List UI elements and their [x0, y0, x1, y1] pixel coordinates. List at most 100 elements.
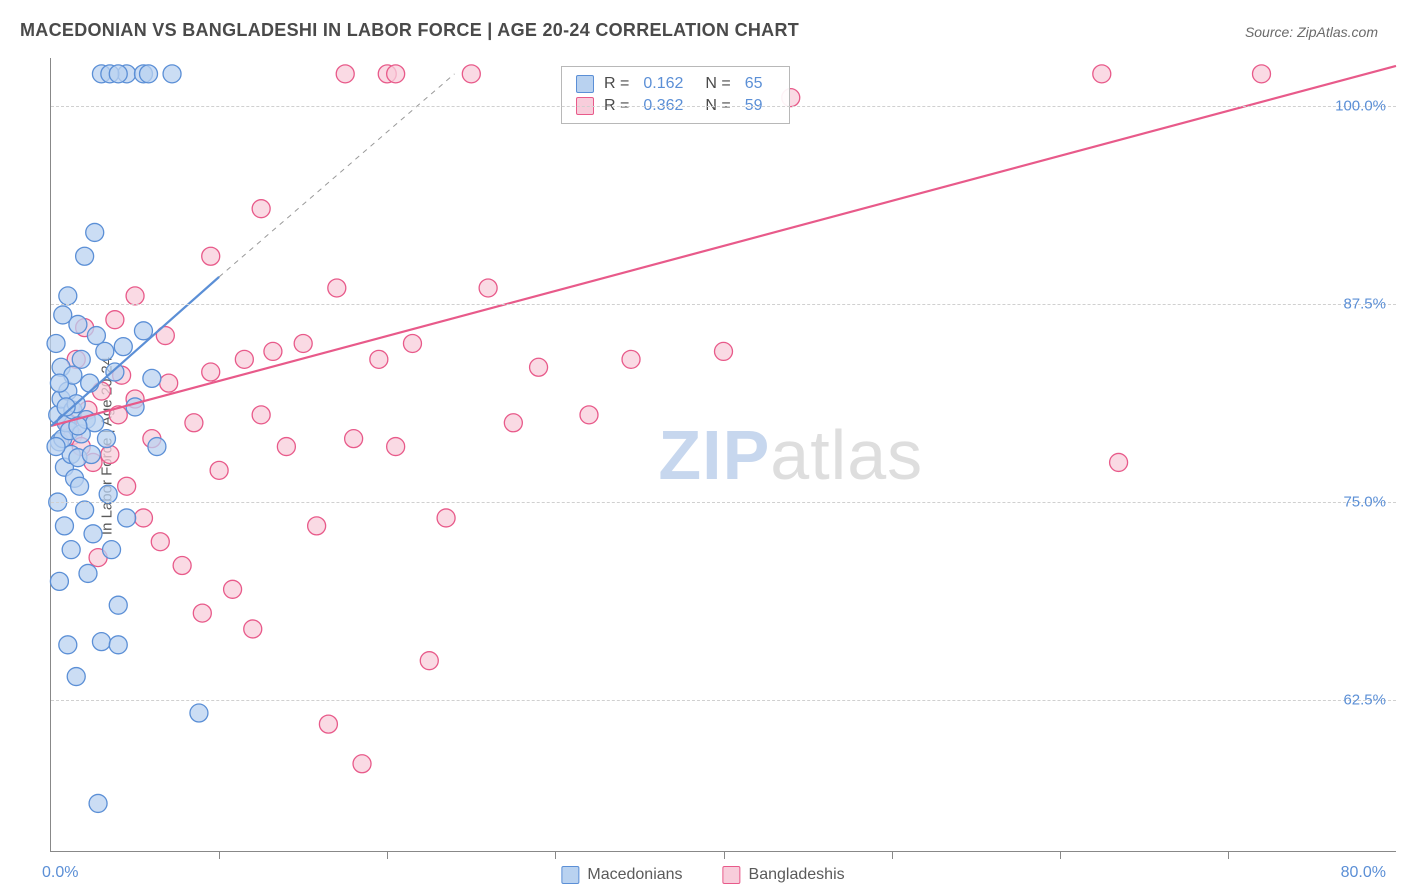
scatter-point-bangladeshis [210, 461, 228, 479]
source-attribution: Source: ZipAtlas.com [1245, 24, 1378, 40]
x-tick [387, 851, 388, 859]
scatter-point-bangladeshis [118, 477, 136, 495]
legend: Macedonians Bangladeshis [561, 866, 844, 884]
y-tick-label: 75.0% [1343, 494, 1386, 511]
scatter-point-macedonians [86, 223, 104, 241]
scatter-point-macedonians [59, 636, 77, 654]
scatter-point-bangladeshis [185, 414, 203, 432]
scatter-point-bangladeshis [1093, 65, 1111, 83]
scatter-point-macedonians [109, 65, 127, 83]
x-tick [219, 851, 220, 859]
scatter-point-macedonians [50, 572, 68, 590]
scatter-point-macedonians [76, 501, 94, 519]
n-value-macedonians: 65 [745, 75, 763, 93]
scatter-point-macedonians [109, 636, 127, 654]
scatter-point-bangladeshis [252, 406, 270, 424]
scatter-point-bangladeshis [308, 517, 326, 535]
scatter-point-macedonians [92, 633, 110, 651]
x-tick [724, 851, 725, 859]
gridline-h [51, 502, 1396, 503]
scatter-point-bangladeshis [106, 311, 124, 329]
x-tick [555, 851, 556, 859]
scatter-point-bangladeshis [370, 350, 388, 368]
scatter-point-bangladeshis [504, 414, 522, 432]
scatter-point-bangladeshis [319, 715, 337, 733]
legend-item-macedonians: Macedonians [561, 866, 682, 884]
scatter-point-bangladeshis [462, 65, 480, 83]
legend-label-bangladeshis: Bangladeshis [749, 866, 845, 884]
scatter-point-bangladeshis [437, 509, 455, 527]
x-tick [1060, 851, 1061, 859]
scatter-point-bangladeshis [202, 247, 220, 265]
scatter-point-macedonians [54, 306, 72, 324]
scatter-point-bangladeshis [252, 200, 270, 218]
scatter-point-bangladeshis [126, 287, 144, 305]
r-label: R = [604, 75, 629, 93]
scatter-point-bangladeshis [387, 438, 405, 456]
scatter-point-bangladeshis [244, 620, 262, 638]
scatter-point-bangladeshis [479, 279, 497, 297]
scatter-point-bangladeshis [277, 438, 295, 456]
scatter-point-bangladeshis [336, 65, 354, 83]
stats-row-macedonians: R = 0.162 N = 65 [576, 73, 775, 95]
x-axis-max-label: 80.0% [1341, 864, 1386, 882]
scatter-point-bangladeshis [622, 350, 640, 368]
correlation-stats-box: R = 0.162 N = 65 R = 0.362 N = 59 [561, 66, 790, 124]
scatter-point-bangladeshis [264, 342, 282, 360]
stats-swatch-macedonians [576, 75, 594, 93]
y-tick-label: 87.5% [1343, 295, 1386, 312]
scatter-point-bangladeshis [328, 279, 346, 297]
scatter-point-bangladeshis [1110, 453, 1128, 471]
scatter-point-macedonians [106, 363, 124, 381]
scatter-point-bangladeshis [1253, 65, 1271, 83]
y-tick-label: 100.0% [1335, 97, 1386, 114]
scatter-point-bangladeshis [715, 342, 733, 360]
legend-swatch-bangladeshis [723, 866, 741, 884]
scatter-point-macedonians [79, 564, 97, 582]
scatter-point-bangladeshis [134, 509, 152, 527]
scatter-point-macedonians [148, 438, 166, 456]
scatter-point-bangladeshis [403, 334, 421, 352]
scatter-point-bangladeshis [101, 446, 119, 464]
legend-label-macedonians: Macedonians [587, 866, 682, 884]
n-label: N = [705, 75, 730, 93]
scatter-point-bangladeshis [420, 652, 438, 670]
scatter-point-bangladeshis [530, 358, 548, 376]
scatter-point-macedonians [81, 374, 99, 392]
scatter-point-macedonians [55, 517, 73, 535]
scatter-point-macedonians [96, 342, 114, 360]
scatter-point-macedonians [99, 485, 117, 503]
scatter-plot-svg [51, 58, 1396, 851]
scatter-point-macedonians [59, 287, 77, 305]
scatter-point-macedonians [82, 446, 100, 464]
scatter-point-macedonians [62, 541, 80, 559]
scatter-point-bangladeshis [151, 533, 169, 551]
scatter-point-macedonians [126, 398, 144, 416]
gridline-h [51, 304, 1396, 305]
scatter-point-bangladeshis [160, 374, 178, 392]
scatter-point-macedonians [47, 438, 65, 456]
scatter-point-bangladeshis [580, 406, 598, 424]
scatter-point-macedonians [190, 704, 208, 722]
scatter-point-macedonians [109, 596, 127, 614]
scatter-point-macedonians [76, 247, 94, 265]
scatter-point-macedonians [84, 525, 102, 543]
scatter-point-macedonians [72, 350, 90, 368]
scatter-point-macedonians [47, 334, 65, 352]
x-tick [1228, 851, 1229, 859]
trend-line-dash-macedonians [219, 74, 454, 277]
scatter-point-bangladeshis [173, 557, 191, 575]
scatter-point-macedonians [163, 65, 181, 83]
scatter-point-macedonians [143, 369, 161, 387]
x-tick [892, 851, 893, 859]
scatter-point-macedonians [103, 541, 121, 559]
scatter-point-macedonians [97, 430, 115, 448]
gridline-h [51, 106, 1396, 107]
scatter-point-bangladeshis [387, 65, 405, 83]
chart-plot-area: ZIPatlas R = 0.162 N = 65 R = 0.362 N = … [50, 58, 1396, 852]
scatter-point-macedonians [87, 327, 105, 345]
scatter-point-macedonians [71, 477, 89, 495]
chart-title: MACEDONIAN VS BANGLADESHI IN LABOR FORCE… [20, 20, 799, 41]
scatter-point-bangladeshis [235, 350, 253, 368]
scatter-point-bangladeshis [345, 430, 363, 448]
